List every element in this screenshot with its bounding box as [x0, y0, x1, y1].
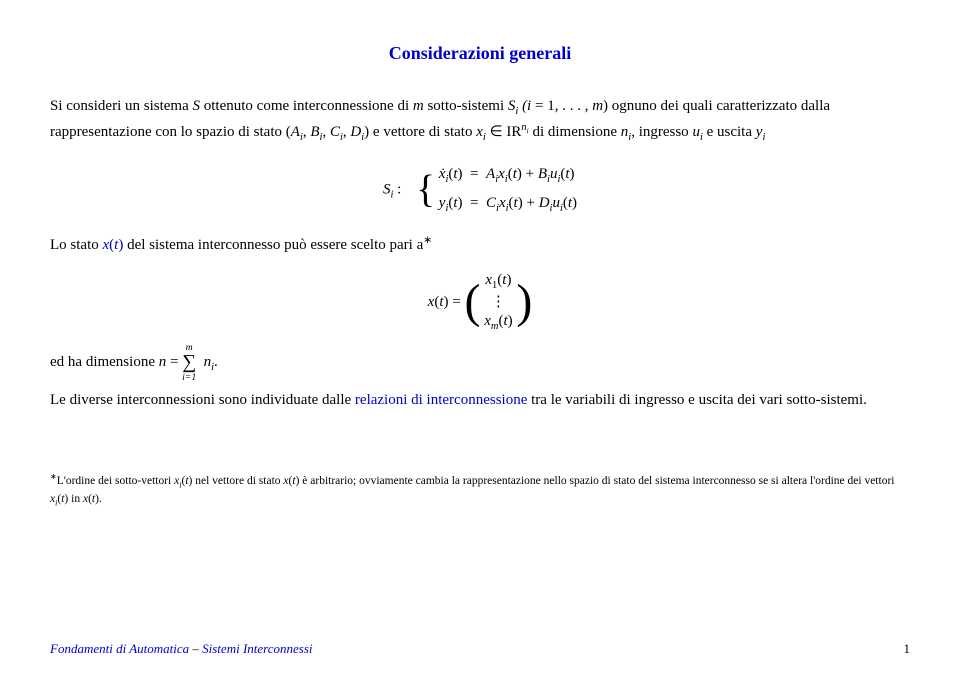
- symbol-S: S: [193, 98, 201, 114]
- sum-symbol: m ∑ i=1: [182, 348, 196, 377]
- interconnection-link: relazioni di interconnessione: [355, 392, 527, 408]
- intro-paragraph: Si consideri un sistema S ottenuto come …: [50, 95, 910, 146]
- state-space-equations: Si : { ẋi(t) = Aixi(t) + Biui(t) yi(t) =…: [50, 160, 910, 220]
- page-title: Considerazioni generali: [50, 40, 910, 67]
- footer-course: Fondamenti di Automatica: [50, 641, 189, 656]
- interconnection-paragraph: Le diverse interconnessioni sono individ…: [50, 389, 910, 412]
- state-vector-definition: x(t) = ( x1(t) ⋮ xm(t) ): [50, 271, 910, 334]
- footer-topic: Sistemi Interconnessi: [202, 641, 312, 656]
- state-choice-paragraph: Lo stato x(t) del sistema interconnesso …: [50, 233, 910, 257]
- page-number: 1: [904, 639, 911, 659]
- footnote: ∗L'ordine dei sotto-vettori xi(t) nel ve…: [50, 471, 910, 508]
- page-footer: Fondamenti di Automatica – Sistemi Inter…: [50, 639, 910, 659]
- dimension-paragraph: ed ha dimensione n = m ∑ i=1 ni.: [50, 348, 910, 377]
